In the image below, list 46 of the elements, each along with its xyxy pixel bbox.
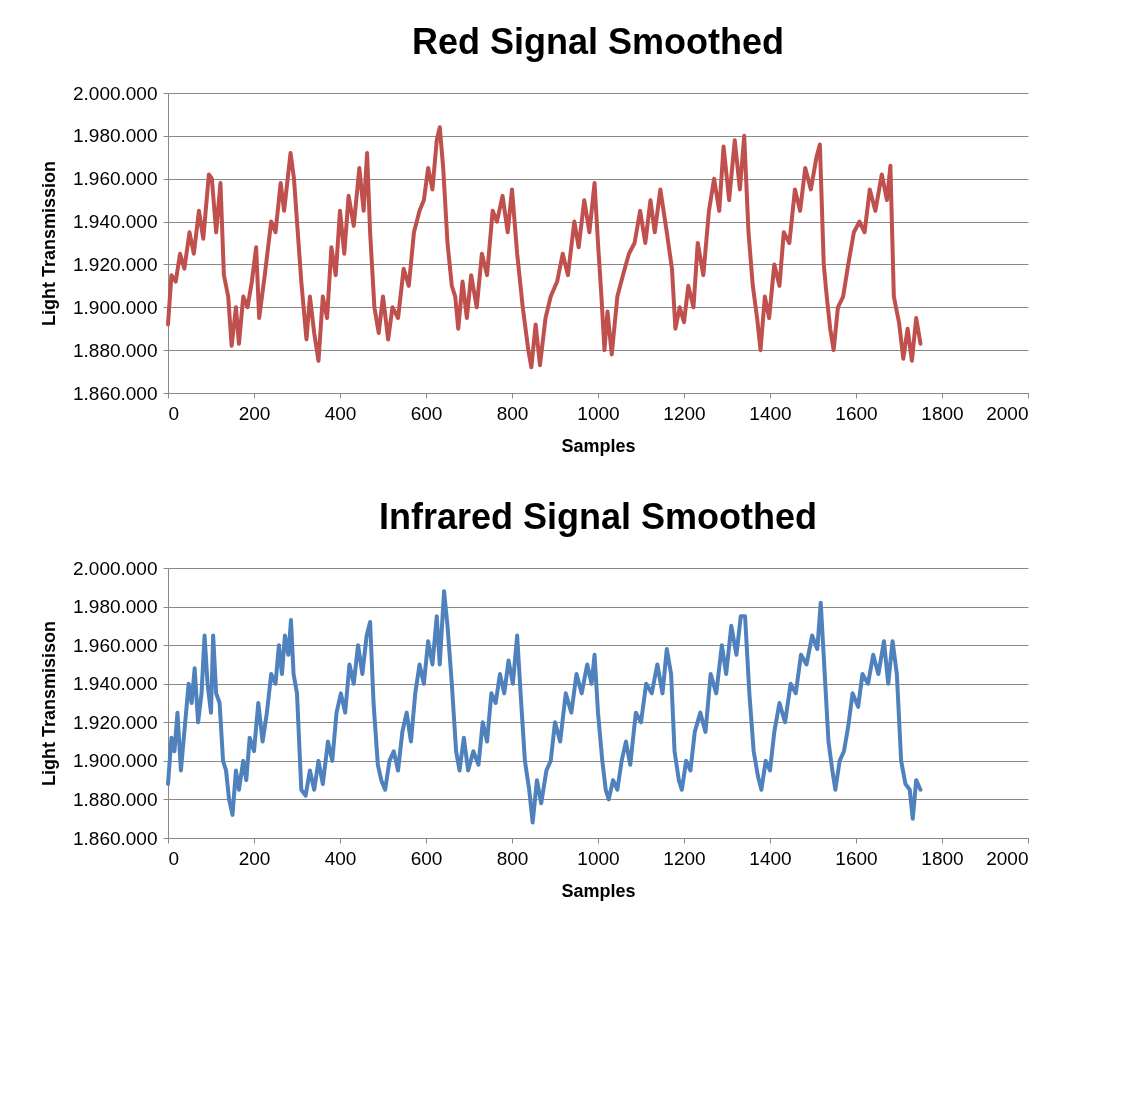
- line-series: [166, 589, 923, 825]
- y-tick-label: 1.860.000: [72, 382, 158, 404]
- y-axis-title: Light Transmisison: [38, 620, 59, 787]
- x-axis-title: Samples: [561, 435, 636, 456]
- x-axis-title: Samples: [561, 880, 636, 901]
- x-tick-label: 1000: [577, 847, 620, 869]
- y-tick-label: 1.980.000: [72, 596, 158, 618]
- x-tick-label: 600: [410, 402, 443, 424]
- x-tick-label: 600: [410, 847, 443, 869]
- x-tick-label: 1200: [663, 402, 706, 424]
- x-tick-label: 1400: [749, 402, 792, 424]
- y-tick-label: 1.900.000: [72, 750, 158, 772]
- x-tick-label: 1800: [921, 402, 964, 424]
- y-tick-label: 1.920.000: [72, 253, 158, 275]
- y-tick-label: 2.000.000: [72, 557, 158, 579]
- chart-title: Infrared Signal Smoothed: [378, 496, 818, 537]
- y-tick-label: 1.880.000: [72, 788, 158, 810]
- y-axis-title: Light Transmission: [38, 160, 59, 327]
- x-tick-label: 1000: [577, 402, 620, 424]
- y-tick-label: 1.900.000: [72, 296, 158, 318]
- x-tick-label: 1600: [835, 847, 878, 869]
- x-tick-label: 0: [168, 402, 180, 424]
- x-tick-label: 2000: [986, 402, 1029, 424]
- y-tick-label: 1.960.000: [72, 168, 158, 190]
- x-tick-label: 1800: [921, 847, 964, 869]
- x-tick-label: 1200: [663, 847, 706, 869]
- y-tick-label: 2.000.000: [72, 82, 158, 104]
- x-tick-label: 800: [496, 402, 529, 424]
- x-tick-label: 400: [324, 847, 357, 869]
- x-tick-label: 1600: [835, 402, 878, 424]
- x-tick-label: 1400: [749, 847, 792, 869]
- x-tick-label: 800: [496, 847, 529, 869]
- y-tick-label: 1.880.000: [72, 339, 158, 361]
- x-tick-label: 0: [168, 847, 180, 869]
- y-tick-label: 1.960.000: [72, 634, 158, 656]
- x-tick-label: 200: [238, 847, 271, 869]
- y-tick-label: 1.940.000: [72, 211, 158, 233]
- y-tick-label: 1.940.000: [72, 673, 158, 695]
- x-tick-label: 200: [238, 402, 271, 424]
- y-tick-label: 1.980.000: [72, 125, 158, 147]
- x-tick-label: 2000: [986, 847, 1029, 869]
- x-tick-label: 400: [324, 402, 357, 424]
- y-tick-label: 1.920.000: [72, 711, 158, 733]
- y-tick-label: 1.860.000: [72, 827, 158, 849]
- line-series: [166, 125, 923, 370]
- chart-title: Red Signal Smoothed: [411, 21, 785, 62]
